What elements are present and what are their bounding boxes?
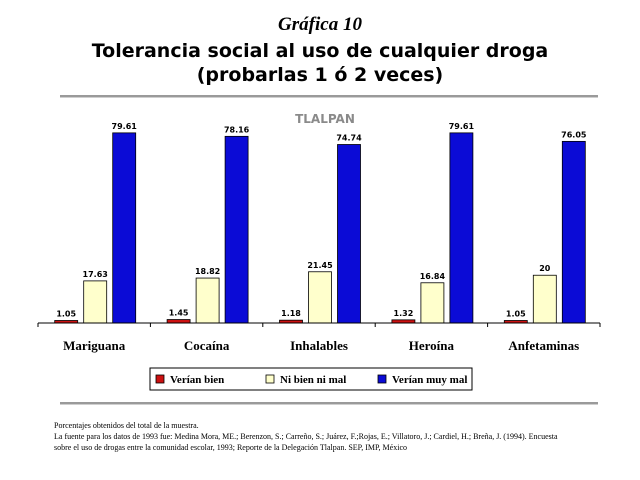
note-line-2: La fuente para los datos de 1993 fue: Me… <box>54 432 558 441</box>
bar-heroína-series-2 <box>420 282 445 324</box>
data-label-mariguana-series-1: 1.05 <box>56 309 76 318</box>
data-label-heroína-series-1: 1.32 <box>394 309 414 318</box>
category-label-3: Heroína <box>409 338 455 353</box>
data-label-anfetaminas-series-3: 76.05 <box>561 130 587 139</box>
legend-box <box>149 367 473 391</box>
top-divider <box>60 95 598 98</box>
legend-label-3: Verían muy mal <box>392 374 467 386</box>
page-title-line-2: (probarlas 1 ó 2 veces) <box>196 64 444 86</box>
data-label-anfetaminas-series-2: 20 <box>539 264 551 273</box>
legend-label-1: Verían bien <box>170 374 224 386</box>
bar-chart: TLALPAN 1.05 17.63 79.61 1.45 18.82 78.16 1.18… <box>37 112 601 391</box>
note-line-3: sobre el uso de drogas entre la comunida… <box>54 443 407 452</box>
data-label-inhalables-series-2: 21.45 <box>307 261 333 270</box>
data-label-cocaína-series-3: 78.16 <box>224 125 250 134</box>
bar-cocaína-series-2 <box>195 277 220 324</box>
legend-swatch-2 <box>265 374 275 384</box>
data-label-inhalables-series-3: 74.74 <box>336 134 362 143</box>
bar-mariguana-series-2 <box>83 280 108 324</box>
data-label-anfetaminas-series-1: 1.05 <box>506 309 526 318</box>
category-label-1: Cocaína <box>184 338 230 353</box>
source-notes: Porcentajes obtenidos del total de la mu… <box>54 420 634 453</box>
data-label-cocaína-series-1: 1.45 <box>169 309 189 318</box>
legend-swatch-3 <box>377 374 387 384</box>
data-label-heroína-series-3: 79.61 <box>449 122 475 131</box>
bar-inhalables-series-2 <box>308 271 332 324</box>
data-label-cocaína-series-2: 18.82 <box>195 267 220 276</box>
bar-heroína-series-3 <box>449 132 474 324</box>
bar-cocaína-series-3 <box>224 135 249 324</box>
category-label-0: Mariguana <box>63 338 126 353</box>
page-title-line-1: Tolerancia social al uso de cualquier dr… <box>91 40 549 62</box>
category-label-2: Inhalables <box>290 338 348 353</box>
data-label-heroína-series-2: 16.84 <box>420 272 446 281</box>
bottom-divider <box>60 402 598 405</box>
bar-mariguana-series-3 <box>112 132 137 324</box>
bar-cocaína-series-1 <box>166 319 191 324</box>
note-line-1: Porcentajes obtenidos del total de la mu… <box>54 421 199 430</box>
legend-swatch-1 <box>155 374 165 384</box>
figure-label: Gráfica 10 <box>278 14 362 35</box>
data-label-mariguana-series-3: 79.61 <box>112 122 138 131</box>
chart-title: TLALPAN <box>295 112 355 126</box>
category-label-4: Anfetaminas <box>508 338 579 353</box>
bar-inhalables-series-3 <box>337 144 361 324</box>
bar-anfetaminas-series-2 <box>532 274 557 324</box>
data-label-mariguana-series-2: 17.63 <box>83 270 108 279</box>
bar-anfetaminas-series-3 <box>561 140 586 324</box>
data-label-inhalables-series-1: 1.18 <box>281 309 301 318</box>
legend-label-2: Ni bien ni mal <box>280 374 346 386</box>
